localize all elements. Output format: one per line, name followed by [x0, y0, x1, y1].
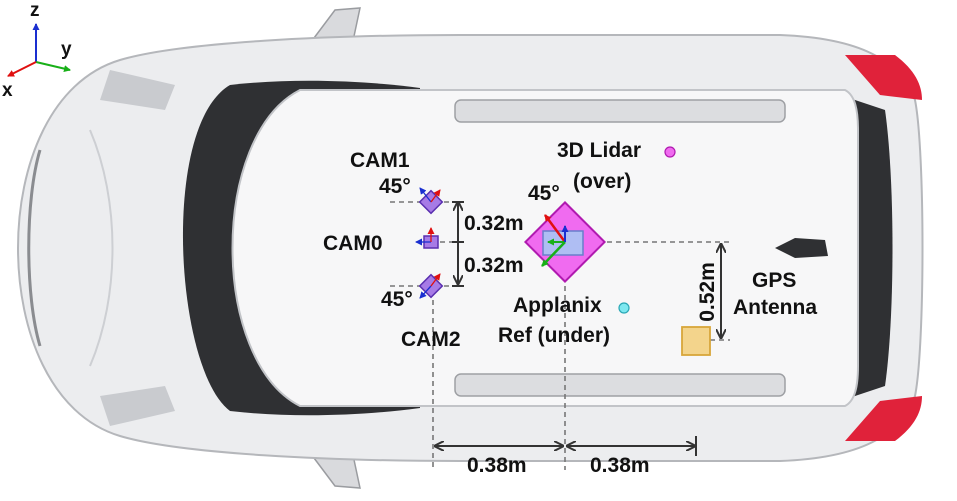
gps-antenna-square [682, 327, 710, 355]
roof-rail-top [455, 100, 785, 122]
lidar-marker [665, 147, 675, 157]
ref-to-gps-label: 0.38m [590, 454, 650, 477]
cam-to-ref-label: 0.38m [467, 454, 527, 477]
car-top-view [18, 8, 923, 488]
cam1-angle-label: 45° [379, 175, 411, 198]
gps-offset-label: 0.52m [696, 262, 719, 322]
cam2-angle-label: 45° [381, 288, 413, 311]
x-axis-label: x [2, 80, 13, 101]
z-axis-label: z [30, 0, 40, 21]
cam-spacing-bottom-label: 0.32m [464, 254, 524, 277]
cam0-label: CAM0 [323, 232, 383, 255]
cam-spacing-top-label: 0.32m [464, 212, 524, 235]
y-axis-arrow [36, 62, 70, 70]
gps-label-line2: Antenna [733, 296, 817, 319]
roof-rail-bottom [455, 374, 785, 396]
cam1-label: CAM1 [350, 149, 410, 172]
lidar-angle-label: 45° [528, 182, 560, 205]
gps-label-line1: GPS [752, 269, 796, 292]
applanix-label-line2: Ref (under) [498, 324, 610, 347]
lidar-label-line1: 3D Lidar [557, 139, 641, 162]
applanix-marker [619, 303, 629, 313]
lidar-label-line2: (over) [573, 170, 631, 193]
applanix-label-line1: Applanix [513, 294, 602, 317]
x-axis-arrow [8, 62, 36, 76]
y-axis-label: y [61, 39, 72, 60]
cam2-label: CAM2 [401, 328, 461, 351]
coordinate-axes: z y x [2, 0, 72, 101]
